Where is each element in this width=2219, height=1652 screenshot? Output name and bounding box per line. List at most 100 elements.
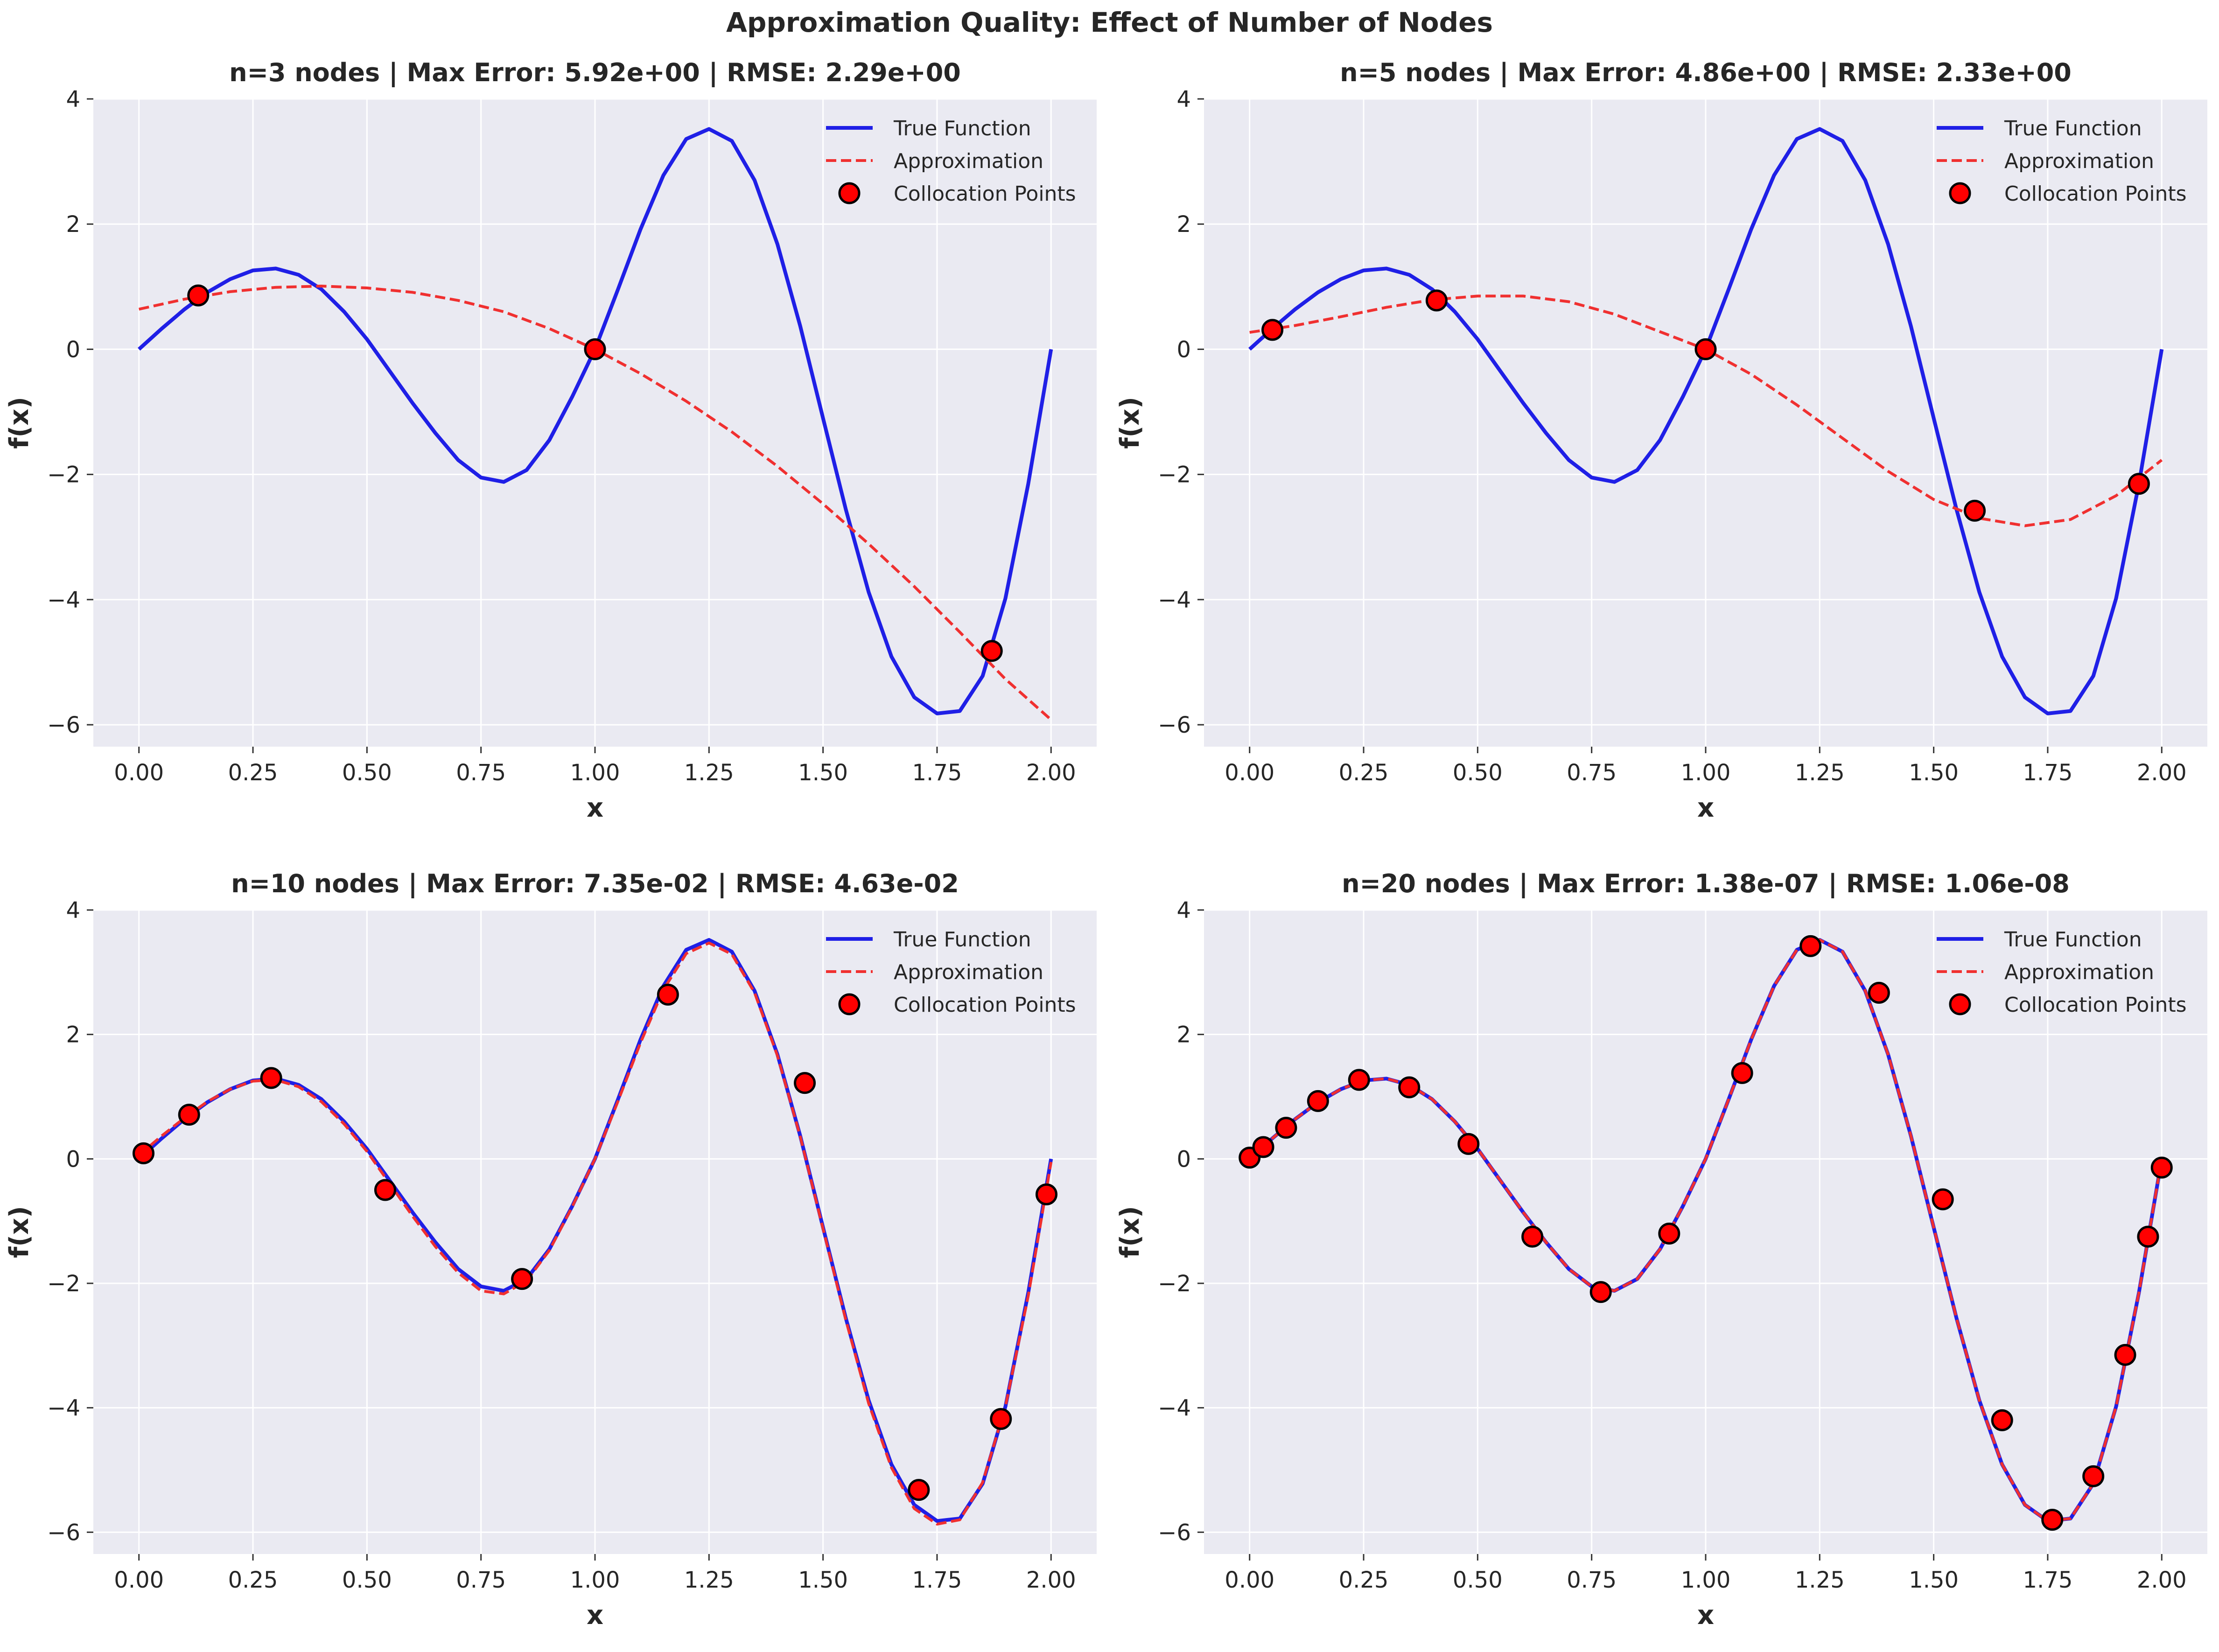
collocation-point	[187, 284, 210, 307]
y-tick-label: 2	[66, 211, 80, 238]
x-tick-label: 1.75	[912, 1567, 962, 1593]
x-tick-label: 2.00	[2137, 1567, 2187, 1593]
x-tick-label: 1.75	[912, 760, 962, 786]
legend-points-swatch	[1949, 182, 1971, 204]
legend-label: Approximation	[2004, 149, 2154, 173]
legend-label: Approximation	[894, 960, 1043, 984]
x-tick-label: 0.75	[456, 1567, 506, 1593]
legend-label: Collocation Points	[894, 993, 1076, 1017]
legend-label: Approximation	[894, 149, 1043, 173]
y-tick-label: 4	[66, 897, 80, 924]
y-tick-label: −4	[1158, 587, 1191, 613]
x-tick-label: 0.50	[342, 1567, 392, 1593]
collocation-point	[1348, 1069, 1370, 1091]
x-tick-label: 1.75	[2023, 1567, 2073, 1593]
collocation-point	[1991, 1409, 2013, 1431]
collocation-point	[260, 1067, 282, 1089]
approximation-line	[138, 941, 1053, 1526]
x-tick-label: 1.25	[1795, 760, 1845, 786]
legend-label: Collocation Points	[894, 182, 1076, 206]
y-tick-label: −6	[47, 1519, 80, 1546]
x-tick-label: 1.50	[1909, 760, 1959, 786]
subplot-title: n=20 nodes | Max Error: 1.38e-07 | RMSE:…	[1342, 869, 2070, 898]
x-tick-label: 1.00	[1681, 760, 1731, 786]
collocation-point	[794, 1072, 816, 1094]
collocation-point	[584, 338, 606, 360]
y-axis-label: f(x)	[4, 1206, 35, 1258]
legend-label: Collocation Points	[2004, 993, 2187, 1017]
collocation-point	[511, 1268, 533, 1290]
legend-points-swatch	[838, 182, 861, 204]
subplot-title: n=3 nodes | Max Error: 5.92e+00 | RMSE: …	[229, 58, 961, 87]
collocation-point	[1036, 1183, 1057, 1205]
collocation-point	[2150, 1156, 2173, 1179]
collocation-point	[1731, 1062, 1753, 1084]
subplot-title: n=5 nodes | Max Error: 4.86e+00 | RMSE: …	[1340, 58, 2072, 87]
y-tick-label: 0	[66, 1146, 80, 1172]
x-tick-label: 0.25	[228, 1567, 278, 1593]
x-tick-label: 0.75	[1567, 1567, 1617, 1593]
x-tick-label: 0.00	[114, 760, 164, 786]
x-tick-label: 0.50	[342, 760, 392, 786]
collocation-point	[2041, 1509, 2064, 1531]
y-tick-label: 4	[66, 86, 80, 112]
y-tick-label: −6	[1158, 1519, 1191, 1546]
y-tick-label: −4	[47, 1395, 80, 1421]
collocation-point	[2114, 1344, 2136, 1366]
legend: True Function Approximation Collocation Po…	[826, 117, 1076, 206]
x-tick-label: 1.00	[570, 1567, 620, 1593]
collocation-point	[1694, 338, 1717, 360]
collocation-point	[1589, 1281, 1612, 1303]
collocation-point	[133, 1142, 154, 1164]
approximation-line	[1248, 938, 2163, 1523]
collocation-point	[1457, 1133, 1480, 1155]
x-tick-label: 1.25	[684, 760, 734, 786]
collocation-point	[990, 1408, 1012, 1430]
collocation-point	[178, 1104, 200, 1126]
x-tick-label: 1.25	[1795, 1567, 1845, 1593]
y-tick-label: −4	[47, 587, 80, 613]
subplot-4: 0.00 0.25 0.50 0.75 1.00 1.25 1.50 1.75 2.00 −6 −4…	[1115, 869, 2207, 1631]
y-tick-label: 2	[1176, 1022, 1191, 1048]
collocation-point	[1799, 935, 1822, 957]
legend-label: True Function	[2004, 928, 2142, 952]
legend-label: True Function	[893, 117, 1031, 140]
x-tick-label: 1.50	[1909, 1567, 1959, 1593]
x-tick-label: 1.25	[684, 1567, 734, 1593]
x-tick-label: 0.00	[114, 1567, 164, 1593]
subplot-2: 0.00 0.25 0.50 0.75 1.00 1.25 1.50 1.75 2.00 −6 −4…	[1115, 58, 2207, 823]
x-tick-label: 2.00	[1026, 760, 1076, 786]
legend-points-swatch	[1949, 993, 1971, 1015]
y-tick-label: −2	[1158, 462, 1191, 488]
y-axis-label: f(x)	[1115, 397, 1145, 449]
x-tick-label: 2.00	[2137, 760, 2187, 786]
figure-title: Approximation Quality: Effect of Number …	[726, 7, 1493, 38]
y-tick-label: 4	[1176, 86, 1191, 112]
y-tick-label: 0	[1176, 1146, 1191, 1172]
x-tick-label: 0.25	[1339, 760, 1389, 786]
y-tick-label: 2	[66, 1022, 80, 1048]
y-tick-label: −4	[1158, 1395, 1191, 1421]
collocation-point	[1521, 1225, 1544, 1248]
legend-label: True Function	[893, 928, 1031, 952]
collocation-point	[2082, 1465, 2105, 1487]
x-axis-label: x	[1697, 793, 1714, 823]
legend-points-swatch	[838, 993, 861, 1015]
legend-label: True Function	[2004, 117, 2142, 140]
x-tick-label: 2.00	[1026, 1567, 1076, 1593]
y-axis-label: f(x)	[1115, 1206, 1145, 1258]
legend: True Function Approximation Collocation Po…	[1937, 928, 2187, 1017]
x-tick-label: 0.75	[1567, 760, 1617, 786]
y-tick-label: −2	[47, 1271, 80, 1297]
x-axis-label: x	[587, 1600, 603, 1631]
y-axis-label: f(x)	[4, 397, 35, 449]
collocation-point	[1398, 1076, 1421, 1099]
subplot-3: 0.00 0.25 0.50 0.75 1.00 1.25 1.50 1.75 2.00 −6 −4…	[4, 869, 1097, 1631]
x-tick-label: 1.50	[798, 1567, 848, 1593]
y-tick-label: −6	[1158, 712, 1191, 738]
collocation-point	[374, 1179, 396, 1201]
x-tick-label: 1.75	[2023, 760, 2073, 786]
collocation-point	[908, 1479, 930, 1501]
collocation-point	[1275, 1117, 1297, 1139]
